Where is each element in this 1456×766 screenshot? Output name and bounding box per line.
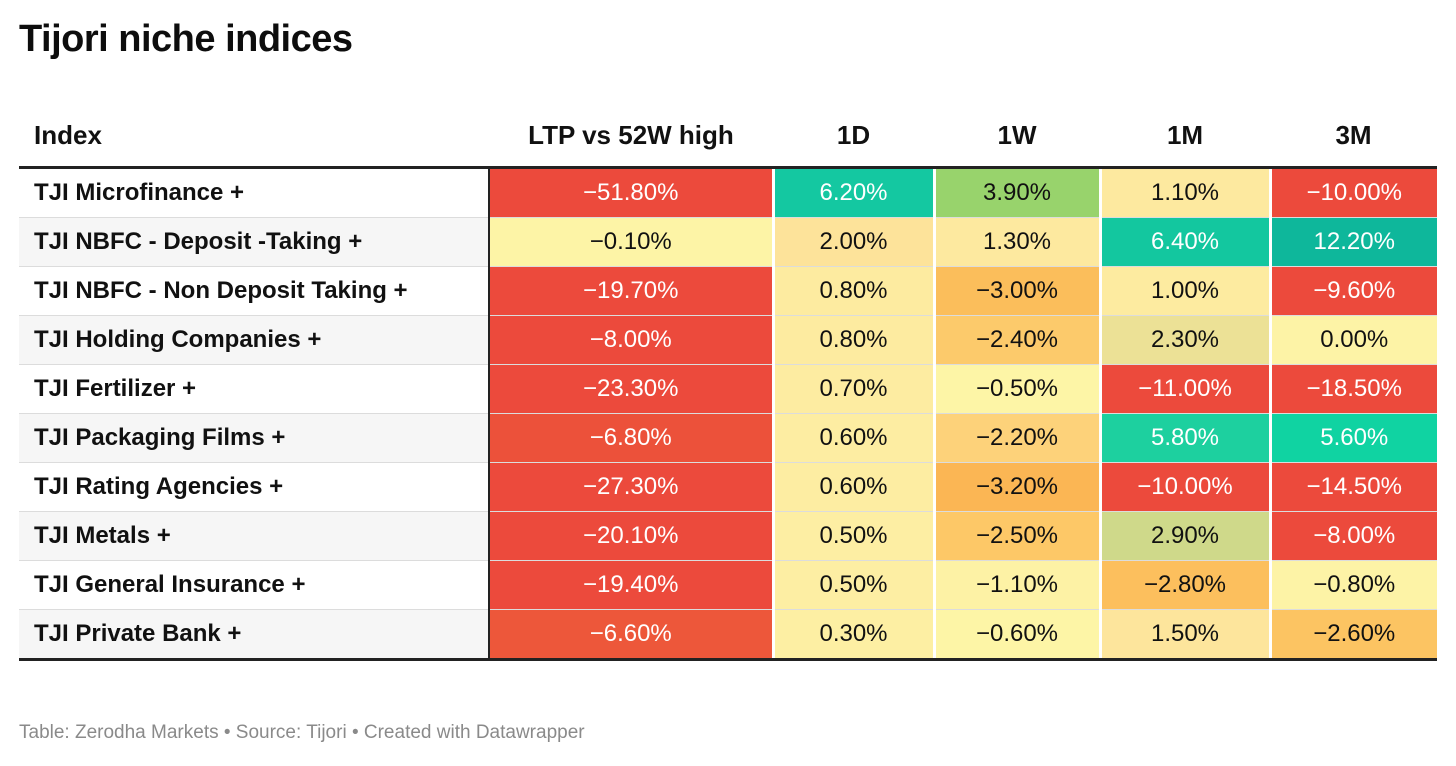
value-cell: −1.10% bbox=[932, 560, 1100, 610]
value-cell: 0.80% bbox=[771, 315, 934, 365]
value-cell: −10.00% bbox=[1098, 462, 1270, 512]
column-header: 3M bbox=[1270, 104, 1437, 169]
table-row: TJI Microfinance + −51.80% 6.20% 3.90% 1.10%… bbox=[19, 167, 1437, 218]
index-name-cell: TJI NBFC - Non Deposit Taking + bbox=[19, 266, 489, 316]
value-cell: 5.60% bbox=[1268, 413, 1437, 463]
value-cell: −10.00% bbox=[1268, 167, 1437, 218]
index-name-cell: TJI NBFC - Deposit -Taking + bbox=[19, 217, 489, 267]
column-header: 1D bbox=[773, 104, 934, 169]
value-cell: 0.80% bbox=[771, 266, 934, 316]
value-cell: 0.30% bbox=[771, 609, 934, 661]
source-footer: Table: Zerodha Markets • Source: Tijori … bbox=[19, 722, 585, 743]
table-row: TJI NBFC - Deposit -Taking + −0.10% 2.00% 1… bbox=[19, 217, 1437, 267]
value-cell: 0.60% bbox=[771, 462, 934, 512]
value-cell: 2.90% bbox=[1098, 511, 1270, 561]
index-name-cell: TJI General Insurance + bbox=[19, 560, 489, 610]
value-cell: −27.30% bbox=[488, 462, 774, 512]
value-cell: −2.80% bbox=[1098, 560, 1270, 610]
value-cell: −19.70% bbox=[488, 266, 774, 316]
index-name-cell: TJI Packaging Films + bbox=[19, 413, 489, 463]
table-row: TJI Rating Agencies + −27.30% 0.60% −3.20% −… bbox=[19, 462, 1437, 512]
index-name-cell: TJI Holding Companies + bbox=[19, 315, 489, 365]
column-header: 1W bbox=[934, 104, 1100, 169]
value-cell: −3.00% bbox=[932, 266, 1100, 316]
value-cell: −0.10% bbox=[488, 217, 774, 267]
index-name-cell: TJI Private Bank + bbox=[19, 609, 489, 661]
table-row: TJI Metals + −20.10% 0.50% −2.50% 2.90% −8.00… bbox=[19, 511, 1437, 561]
value-cell: −20.10% bbox=[488, 511, 774, 561]
value-cell: 12.20% bbox=[1268, 217, 1437, 267]
value-cell: −0.50% bbox=[932, 364, 1100, 414]
value-cell: −6.80% bbox=[488, 413, 774, 463]
value-cell: 0.50% bbox=[771, 560, 934, 610]
index-name-cell: TJI Metals + bbox=[19, 511, 489, 561]
column-header: Index bbox=[19, 104, 489, 169]
value-cell: −8.00% bbox=[488, 315, 774, 365]
index-name-cell: TJI Microfinance + bbox=[19, 167, 489, 218]
table-row: TJI Holding Companies + −8.00% 0.80% −2.40%… bbox=[19, 315, 1437, 365]
value-cell: 3.90% bbox=[932, 167, 1100, 218]
value-cell: −19.40% bbox=[488, 560, 774, 610]
value-cell: −2.50% bbox=[932, 511, 1100, 561]
value-cell: 2.30% bbox=[1098, 315, 1270, 365]
value-cell: −9.60% bbox=[1268, 266, 1437, 316]
value-cell: −2.60% bbox=[1268, 609, 1437, 661]
value-cell: −6.60% bbox=[488, 609, 774, 661]
value-cell: −2.20% bbox=[932, 413, 1100, 463]
table-row: TJI Fertilizer + −23.30% 0.70% −0.50% −11.00… bbox=[19, 364, 1437, 414]
value-cell: −0.60% bbox=[932, 609, 1100, 661]
value-cell: 1.30% bbox=[932, 217, 1100, 267]
chart-title: Tijori niche indices bbox=[19, 18, 353, 60]
value-cell: 1.00% bbox=[1098, 266, 1270, 316]
column-header: 1M bbox=[1100, 104, 1270, 169]
column-header: LTP vs 52W high bbox=[489, 104, 773, 169]
value-cell: 6.20% bbox=[771, 167, 934, 218]
value-cell: −14.50% bbox=[1268, 462, 1437, 512]
table-row: TJI Private Bank + −6.60% 0.30% −0.60% 1.50%… bbox=[19, 609, 1437, 661]
header-row: Index LTP vs 52W high 1D 1W 1M 3M bbox=[19, 104, 1437, 169]
heatmap-table: Index LTP vs 52W high 1D 1W 1M 3M TJI Mi… bbox=[19, 104, 1437, 661]
value-cell: 1.10% bbox=[1098, 167, 1270, 218]
value-cell: −2.40% bbox=[932, 315, 1100, 365]
value-cell: −8.00% bbox=[1268, 511, 1437, 561]
value-cell: −51.80% bbox=[488, 167, 774, 218]
value-cell: −18.50% bbox=[1268, 364, 1437, 414]
value-cell: 5.80% bbox=[1098, 413, 1270, 463]
value-cell: 6.40% bbox=[1098, 217, 1270, 267]
value-cell: 2.00% bbox=[771, 217, 934, 267]
value-cell: −0.80% bbox=[1268, 560, 1437, 610]
value-cell: 0.70% bbox=[771, 364, 934, 414]
table-row: TJI Packaging Films + −6.80% 0.60% −2.20% 5.… bbox=[19, 413, 1437, 463]
index-name-cell: TJI Fertilizer + bbox=[19, 364, 489, 414]
value-cell: 0.60% bbox=[771, 413, 934, 463]
index-name-cell: TJI Rating Agencies + bbox=[19, 462, 489, 512]
value-cell: −3.20% bbox=[932, 462, 1100, 512]
value-cell: 0.00% bbox=[1268, 315, 1437, 365]
value-cell: −11.00% bbox=[1098, 364, 1270, 414]
value-cell: 1.50% bbox=[1098, 609, 1270, 661]
table-row: TJI General Insurance + −19.40% 0.50% −1.10… bbox=[19, 560, 1437, 610]
table-row: TJI NBFC - Non Deposit Taking + −19.70% 0.… bbox=[19, 266, 1437, 316]
value-cell: −23.30% bbox=[488, 364, 774, 414]
value-cell: 0.50% bbox=[771, 511, 934, 561]
